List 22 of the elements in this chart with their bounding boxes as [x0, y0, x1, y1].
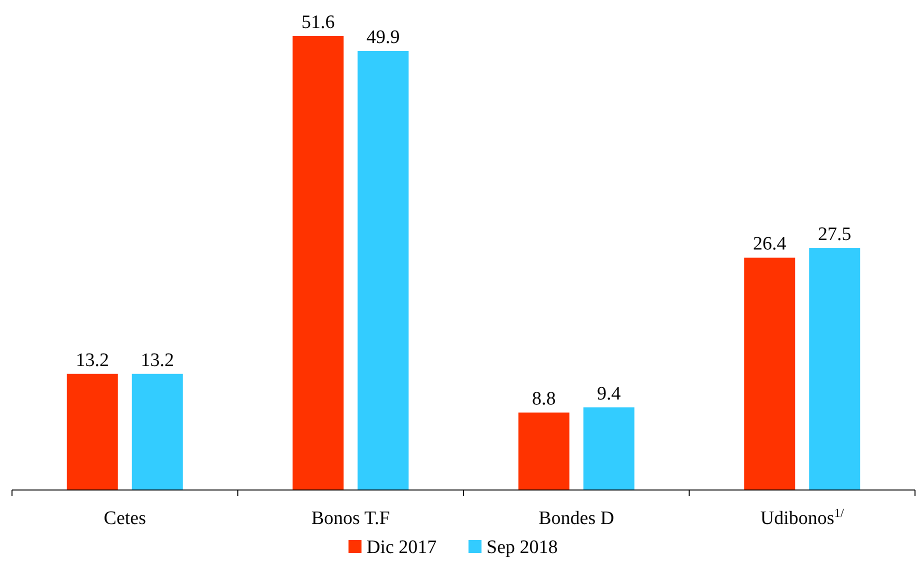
x-tick-label: Udibonos$^{1/}$ [760, 506, 844, 529]
bar [744, 258, 796, 490]
bar [358, 50, 409, 490]
legend-label: Sep 2018 [486, 537, 558, 558]
bar [66, 374, 118, 490]
data-label: 8.8 [532, 388, 556, 410]
bar [809, 248, 860, 490]
bar [292, 36, 344, 490]
bar [583, 407, 634, 490]
bar [518, 412, 570, 490]
data-label: 13.2 [76, 350, 109, 371]
x-tick-label: Bonos T.F [311, 508, 390, 529]
data-label: 13.2 [140, 350, 174, 371]
x-tick-label: Cetes [104, 508, 146, 529]
data-label: 9.4 [597, 383, 622, 404]
data-label: 49.9 [366, 26, 400, 48]
legend-label: Dic 2017 [366, 537, 437, 558]
data-label: 51.6 [302, 12, 335, 33]
data-label: 26.4 [753, 234, 787, 255]
data-label: 27.5 [818, 224, 852, 246]
bar [132, 374, 183, 490]
x-tick-label: Bondes D [538, 508, 614, 529]
